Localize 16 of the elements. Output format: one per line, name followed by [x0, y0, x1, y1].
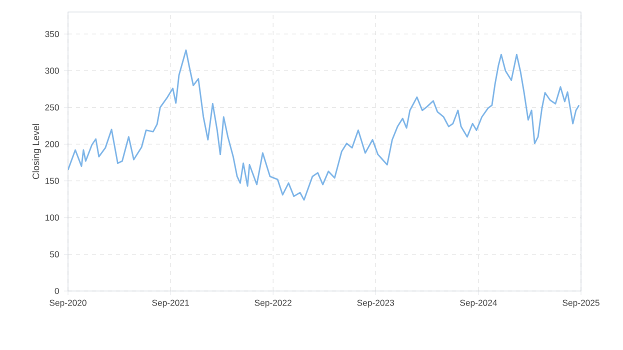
x-tick-label: Sep-2023 [357, 300, 394, 308]
x-tick-label: Sep-2025 [562, 300, 600, 308]
x-tick-label: Sep-2021 [152, 300, 189, 308]
y-tick-label: 200 [45, 141, 59, 148]
y-tick-label: 350 [45, 30, 59, 38]
x-tick-label: Sep-2020 [50, 300, 86, 308]
y-axis-title: Closing Level [32, 124, 42, 180]
x-tick-label: Sep-2024 [460, 300, 497, 308]
y-tick-label: 150 [46, 178, 59, 184]
x-tick-label: Sep-2022 [254, 300, 292, 308]
y-tick-label: 50 [50, 251, 59, 258]
y-tick-label: 0 [54, 288, 59, 294]
y-tick-label: 300 [45, 68, 59, 74]
y-tick-label: 250 [45, 104, 59, 111]
y-tick-label: 100 [46, 214, 59, 221]
line-series [68, 49, 580, 201]
